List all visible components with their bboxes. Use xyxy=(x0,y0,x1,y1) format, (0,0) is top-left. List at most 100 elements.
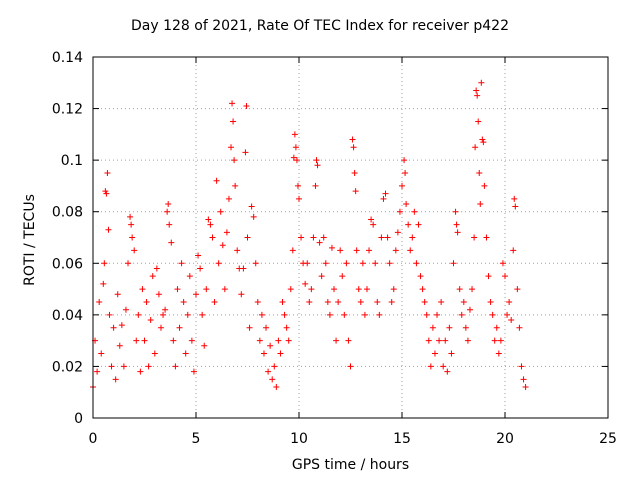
data-point xyxy=(314,162,321,169)
data-point xyxy=(265,368,272,375)
data-point xyxy=(335,298,342,305)
data-point xyxy=(478,79,485,86)
data-point xyxy=(217,208,224,215)
data-point xyxy=(423,311,430,318)
data-point xyxy=(436,337,443,344)
data-point xyxy=(176,324,183,331)
data-point xyxy=(349,136,356,143)
data-point xyxy=(361,311,368,318)
data-point xyxy=(477,200,484,207)
data-point xyxy=(438,298,445,305)
data-point xyxy=(292,144,299,151)
data-point xyxy=(508,317,515,324)
data-point xyxy=(396,208,403,215)
data-point xyxy=(331,286,338,293)
data-point xyxy=(429,324,436,331)
data-point xyxy=(458,311,465,318)
data-point xyxy=(147,317,154,324)
y-tick-label: 0.02 xyxy=(52,359,83,375)
data-point xyxy=(511,195,518,202)
data-point xyxy=(153,265,160,272)
data-point xyxy=(469,286,476,293)
data-point xyxy=(333,337,340,344)
data-point xyxy=(250,213,257,220)
data-point xyxy=(290,154,297,161)
data-point xyxy=(493,324,500,331)
data-point xyxy=(170,337,177,344)
data-point xyxy=(374,298,381,305)
data-point xyxy=(277,350,284,357)
data-point xyxy=(289,247,296,254)
y-tick-label: 0.04 xyxy=(52,308,83,324)
data-point xyxy=(386,260,393,267)
data-point xyxy=(421,298,428,305)
data-point xyxy=(248,203,255,210)
x-tick-label: 10 xyxy=(290,431,308,447)
data-point xyxy=(271,363,278,370)
data-point xyxy=(209,234,216,241)
data-point xyxy=(450,260,457,267)
data-point xyxy=(131,247,138,254)
data-point xyxy=(240,265,247,272)
data-point xyxy=(105,226,112,233)
data-point xyxy=(101,260,108,267)
data-point xyxy=(462,324,469,331)
data-point xyxy=(512,203,519,210)
data-point xyxy=(355,286,362,293)
data-point xyxy=(164,208,171,215)
data-point xyxy=(415,221,422,228)
data-point xyxy=(370,221,377,228)
data-point xyxy=(351,170,358,177)
data-point xyxy=(128,221,135,228)
data-point xyxy=(275,337,282,344)
data-point xyxy=(384,234,391,241)
data-point xyxy=(135,311,142,318)
data-point xyxy=(149,273,156,280)
data-point xyxy=(464,337,471,344)
data-point xyxy=(390,286,397,293)
data-point xyxy=(518,363,525,370)
data-point xyxy=(345,337,352,344)
data-point xyxy=(201,342,208,349)
data-point xyxy=(190,368,197,375)
data-point xyxy=(143,298,150,305)
data-point xyxy=(269,376,276,383)
data-point xyxy=(296,195,302,202)
data-point xyxy=(256,337,263,344)
data-point xyxy=(520,376,527,383)
data-point xyxy=(298,234,305,241)
data-point xyxy=(453,221,460,228)
data-point xyxy=(405,221,412,228)
data-point xyxy=(353,247,360,254)
x-axis-label: GPS time / hours xyxy=(291,457,410,473)
data-point xyxy=(425,337,432,344)
data-point xyxy=(193,291,199,298)
data-point xyxy=(380,195,387,202)
data-point xyxy=(471,234,478,241)
data-point xyxy=(304,260,311,267)
data-point xyxy=(510,247,517,254)
data-point xyxy=(485,273,492,280)
data-point xyxy=(232,182,239,189)
data-point xyxy=(155,291,162,298)
data-point xyxy=(388,298,395,305)
data-point xyxy=(287,286,294,293)
data-point xyxy=(316,239,323,246)
data-point xyxy=(100,280,107,287)
data-point xyxy=(504,311,511,318)
data-point xyxy=(434,311,441,318)
grid-lines xyxy=(93,57,608,418)
data-point xyxy=(238,291,245,298)
data-point xyxy=(254,298,261,305)
data-point xyxy=(394,229,401,236)
y-tick-label: 0.14 xyxy=(52,50,83,66)
data-point xyxy=(495,350,502,357)
data-point xyxy=(199,311,206,318)
data-point xyxy=(382,190,389,197)
data-point xyxy=(491,337,498,344)
data-point xyxy=(188,337,195,344)
data-point xyxy=(318,273,325,280)
data-point xyxy=(352,188,359,195)
data-point xyxy=(294,182,301,189)
